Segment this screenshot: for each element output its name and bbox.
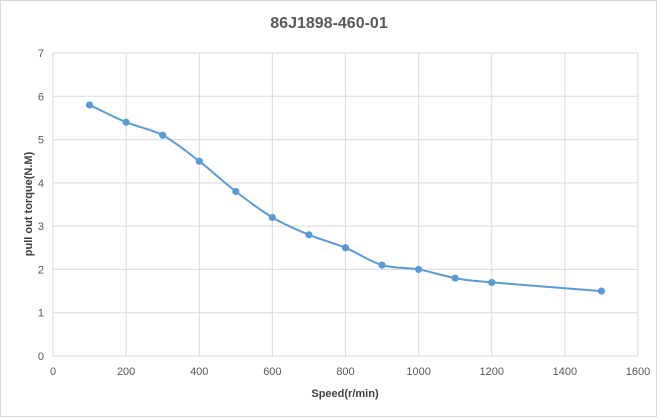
data-point [305, 231, 313, 239]
x-tick-label: 0 [50, 366, 56, 378]
x-tick-label: 600 [263, 366, 281, 378]
data-point [232, 187, 240, 196]
gridlines [52, 52, 639, 357]
y-tick-label: 5 [38, 135, 44, 147]
data-point [488, 278, 496, 287]
y-tick-label: 1 [38, 308, 44, 320]
x-tick-label: 1000 [406, 366, 430, 378]
data-point [159, 131, 167, 139]
x-tick-label: 800 [336, 366, 354, 378]
data-point [451, 274, 459, 282]
y-axis-title: pull out torque(N.M) [23, 151, 35, 256]
y-tick-label: 2 [38, 264, 44, 276]
y-tick-label: 4 [38, 178, 44, 190]
x-tick-label: 1600 [626, 366, 650, 378]
y-tick-label: 0 [38, 351, 44, 363]
data-point [122, 118, 130, 126]
x-tick-label: 200 [117, 366, 135, 378]
x-axis-ticks: 0 200 400 600 800 1000 1200 1400 1600 [50, 366, 650, 378]
data-point [341, 244, 350, 252]
data-point [378, 261, 386, 269]
x-tick-label: 1200 [480, 366, 504, 378]
y-tick-label: 7 [38, 48, 44, 60]
y-axis-ticks: 0 1 2 3 4 5 6 7 [38, 48, 44, 363]
y-tick-label: 3 [38, 221, 44, 233]
data-point [195, 157, 203, 165]
series-layer [85, 101, 606, 295]
data-point [85, 101, 94, 109]
data-point [415, 265, 423, 274]
data-point [597, 287, 606, 295]
x-tick-label: 1400 [553, 366, 577, 378]
x-tick-label: 400 [190, 366, 208, 378]
chart-title: 86J1898-460-01 [270, 15, 388, 32]
data-point [268, 213, 276, 222]
y-tick-label: 6 [38, 91, 44, 103]
x-axis-title: Speed(r/min) [311, 388, 379, 400]
